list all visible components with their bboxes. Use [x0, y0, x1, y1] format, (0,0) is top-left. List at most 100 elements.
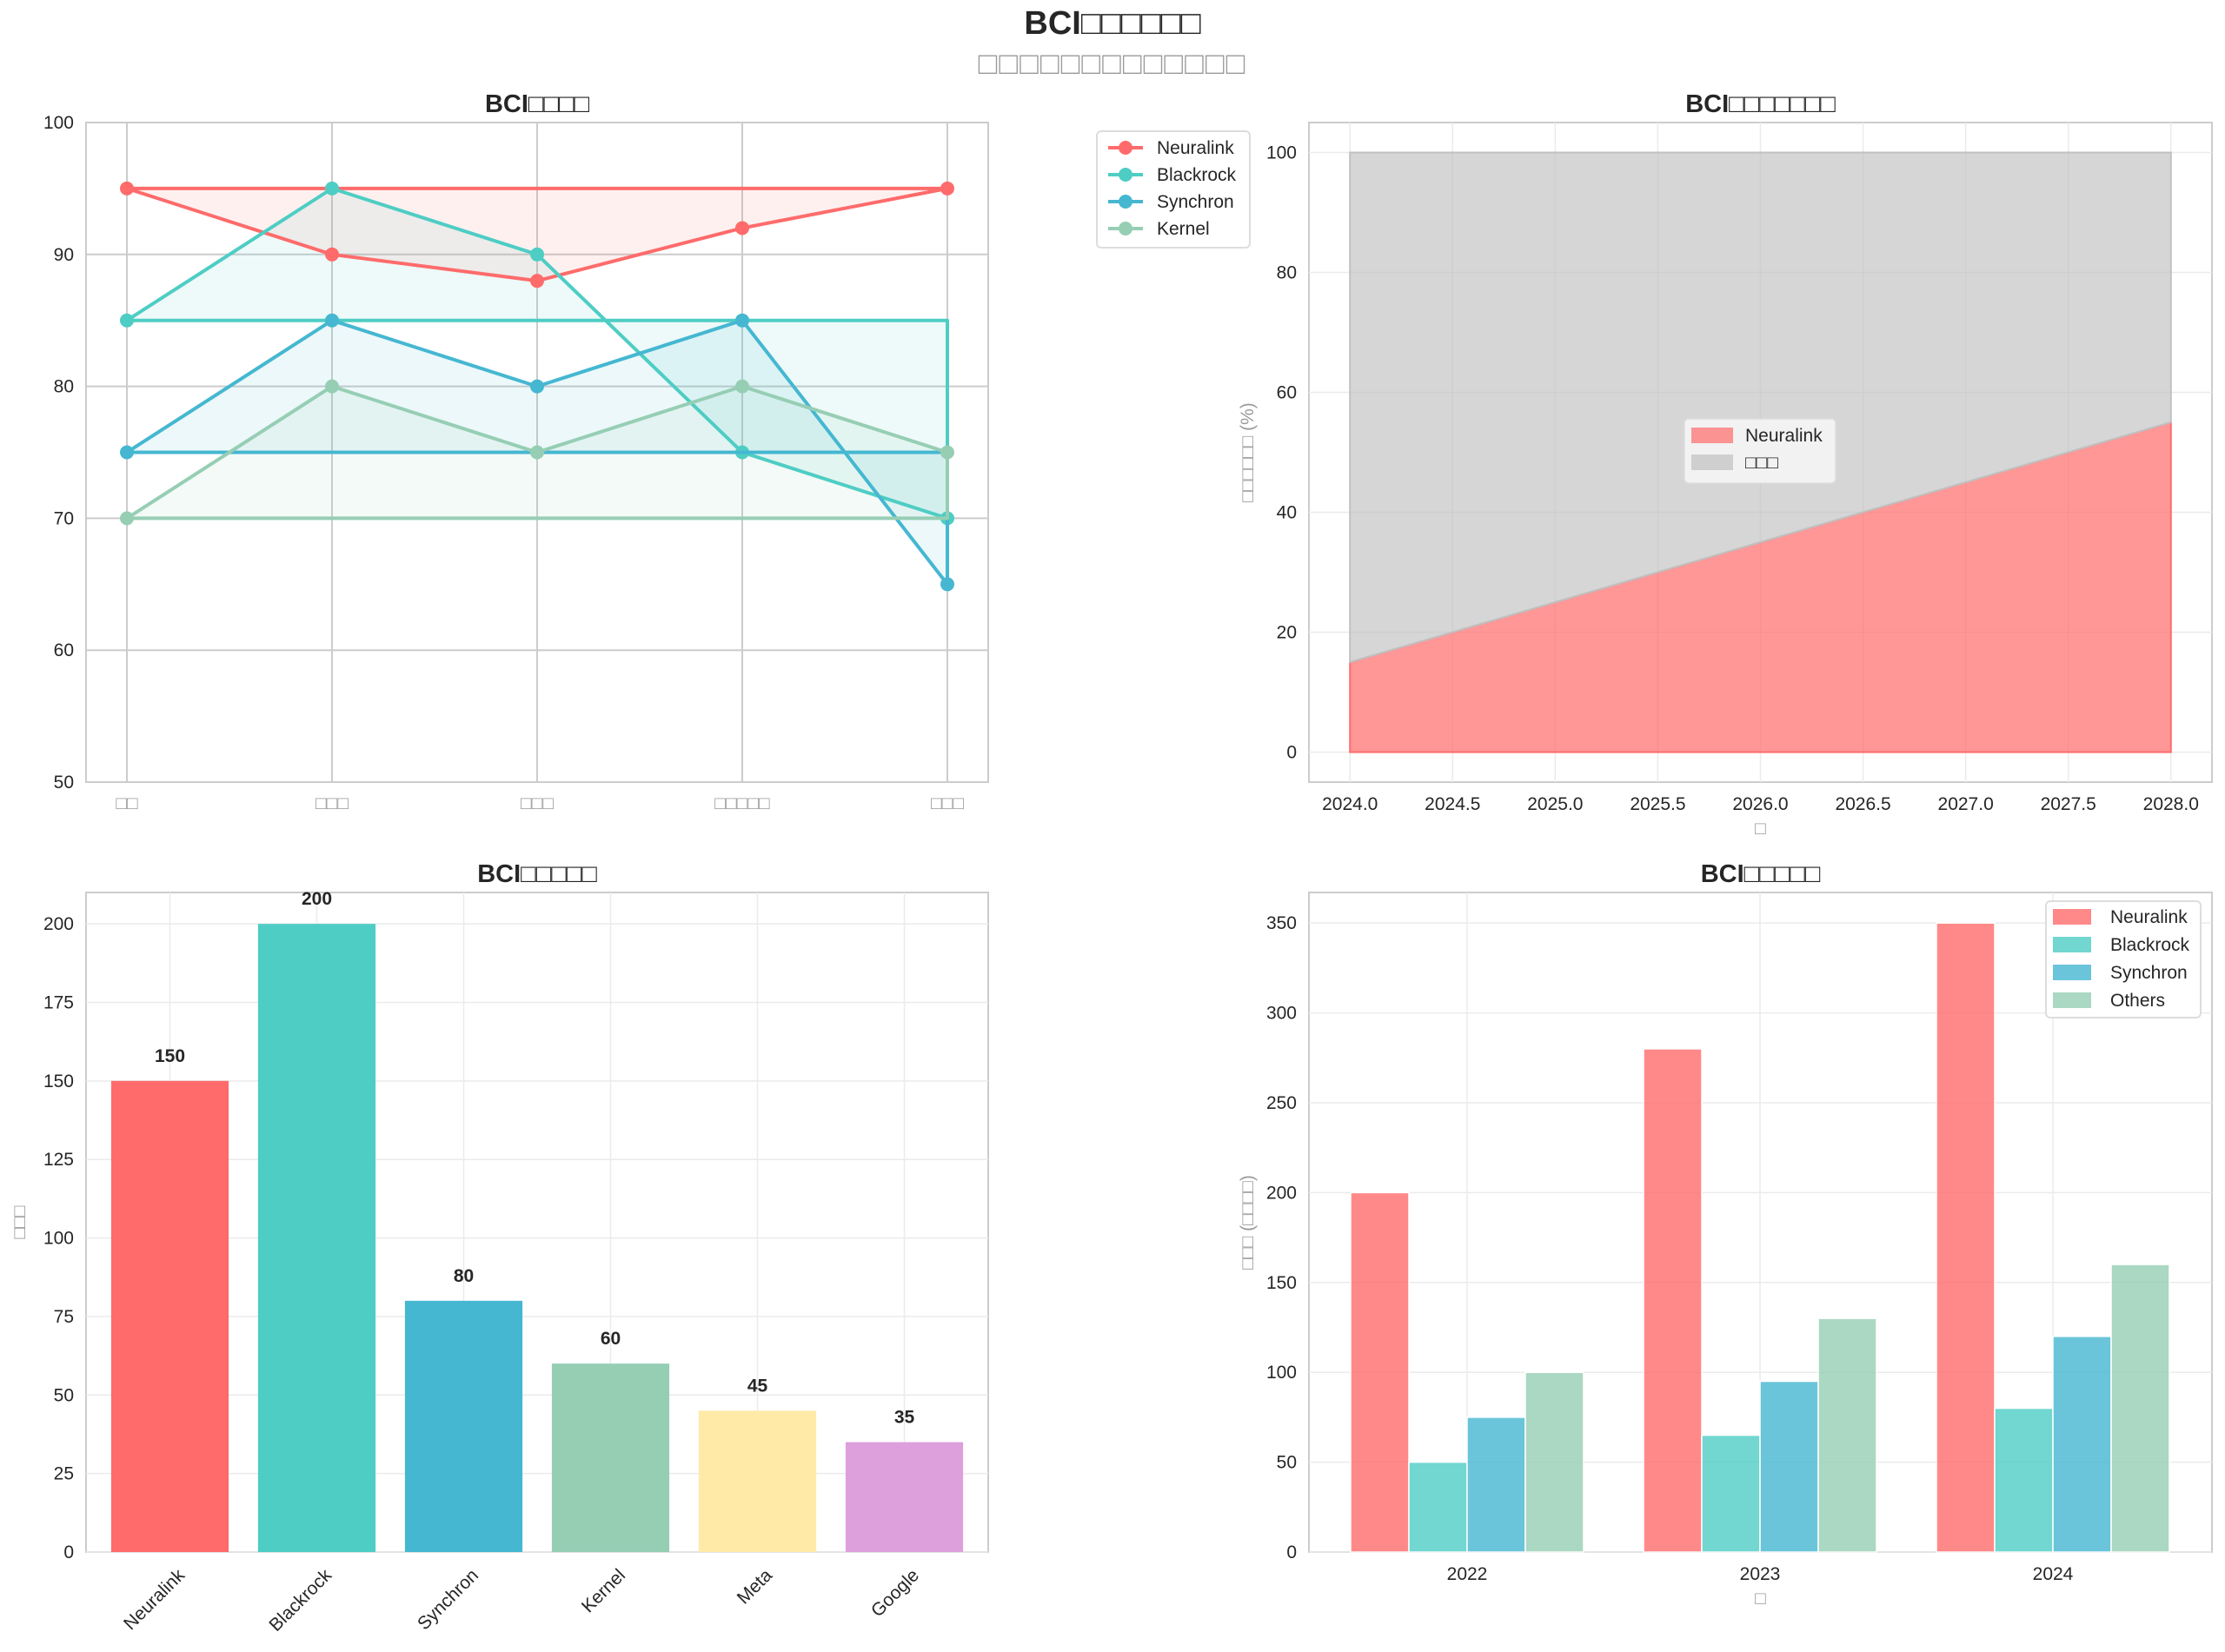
share-ytick-label: 100	[1266, 143, 1297, 163]
legend-marker-icon	[1119, 222, 1132, 236]
investment-ytick-label: 150	[1266, 1273, 1297, 1293]
patents-ytick-label: 100	[43, 1229, 74, 1249]
legend-swatch-icon	[1691, 454, 1733, 470]
patents-ytick-label: 50	[54, 1385, 74, 1405]
investment-ytick-label: 100	[1266, 1363, 1297, 1383]
radar-xtick-label: □□□	[521, 793, 554, 813]
share-xtick-label: 2024.5	[1425, 794, 1480, 814]
investment-ylabel: □□□ (□□□□)	[1238, 1175, 1258, 1270]
radar-point-kernel	[735, 379, 749, 394]
radar-point-synchron	[325, 313, 339, 328]
investment-legend-label: Blackrock	[2110, 935, 2190, 955]
patents-ytick-label: 150	[43, 1071, 74, 1091]
radar-ytick-label: 60	[54, 640, 74, 660]
share-legend-label: □□□	[1745, 453, 1778, 473]
patents-xtick-label: Kernel	[578, 1565, 629, 1616]
radar-point-synchron	[940, 577, 954, 592]
investment-chart: BCI□□□□□ 0 50 100 150 200 250 300 350 2022 2023 202…	[1238, 860, 2213, 1609]
investment-ytick-label: 0	[1286, 1543, 1297, 1562]
share-xtick-label: 2027.0	[1938, 794, 1994, 814]
radar-point-neuralink	[940, 181, 954, 196]
radar-point-synchron	[735, 313, 749, 328]
patents-xtick-label: Synchron	[414, 1565, 482, 1634]
patents-data-label: 80	[454, 1266, 474, 1286]
legend-swatch-icon	[2053, 937, 2091, 952]
radar-point-blackrock	[120, 313, 134, 328]
investment-bar-others	[1817, 1317, 1877, 1553]
investment-bar-others	[1524, 1371, 1584, 1553]
patents-ytick-label: 75	[54, 1307, 74, 1327]
patents-xtick-label: Blackrock	[265, 1565, 335, 1635]
radar-area-neuralink	[127, 188, 947, 282]
investment-bar-synchron	[1466, 1416, 1526, 1553]
share-legend: Neuralink □□□	[1684, 418, 1836, 484]
patents-data-label: 200	[302, 889, 332, 909]
patents-data-label: 150	[155, 1046, 185, 1066]
radar-point-blackrock	[530, 247, 544, 262]
share-xtick-label: 2027.5	[2041, 794, 2096, 814]
radar-point-kernel	[940, 445, 954, 460]
patents-xtick-label: Meta	[734, 1565, 777, 1609]
share-ytick-label: 80	[1277, 263, 1297, 283]
patents-title: BCI□□□□□	[477, 860, 597, 888]
share-xtick-label: 2025.5	[1630, 794, 1685, 814]
investment-ytick-label: 50	[1277, 1453, 1297, 1473]
patents-xtick-label: Google	[867, 1565, 923, 1621]
patents-bar-meta	[698, 1410, 817, 1552]
share-area-others	[1349, 151, 2172, 664]
radar-legend-label: Kernel	[1157, 219, 1210, 239]
radar-legend-label: Blackrock	[1157, 165, 1237, 185]
patents-ytick-label: 125	[43, 1150, 74, 1170]
share-ytick-label: 20	[1277, 623, 1297, 643]
radar-point-blackrock	[325, 181, 339, 196]
legend-swatch-icon	[1691, 428, 1733, 443]
share-chart: BCI□□□□□□□ 2024.0 2024.5 2025.0 2025.5 2026.0…	[1238, 90, 2213, 839]
radar-legend-label: Neuralink	[1157, 138, 1234, 158]
legend-marker-icon	[1119, 168, 1132, 182]
patents-data-label: 35	[894, 1408, 915, 1428]
share-ylabel: □□□□□□ (%)	[1238, 402, 1258, 502]
share-ytick-label: 60	[1277, 383, 1297, 403]
radar-area-blackrock	[127, 188, 947, 519]
radar-point-neuralink	[325, 247, 339, 262]
radar-point-synchron	[530, 379, 544, 394]
investment-xlabel: □	[1755, 1589, 1766, 1609]
investment-bar-neuralink	[1350, 1191, 1410, 1553]
patents-chart: BCI□□□□□ 0 25 50 75 100 125 150 175 200 150 Neurali…	[10, 860, 989, 1635]
share-title: BCI□□□□□□□	[1685, 90, 1836, 118]
investment-bar-blackrock	[1701, 1434, 1761, 1553]
radar-legend-box	[1096, 130, 1251, 249]
investment-ytick-label: 300	[1266, 1004, 1297, 1024]
investment-xtick-label: 2022	[1447, 1564, 1488, 1584]
radar-legend: Neuralink Blackrock Synchron Kernel	[1096, 130, 1251, 249]
investment-legend-box	[2045, 900, 2202, 1018]
patents-bar-synchron	[404, 1300, 523, 1552]
investment-ytick-label: 200	[1266, 1183, 1297, 1203]
share-xtick-label: 2028.0	[2143, 794, 2199, 814]
radar-line-neuralink	[126, 186, 949, 283]
patents-ytick-label: 0	[63, 1543, 74, 1562]
legend-swatch-icon	[2053, 992, 2091, 1008]
investment-ytick-label: 250	[1266, 1093, 1297, 1113]
patents-xtick-label: Neuralink	[120, 1565, 189, 1634]
radar-point-synchron	[120, 445, 134, 460]
legend-marker-icon	[1119, 141, 1132, 155]
patents-ytick-label: 175	[43, 993, 74, 1013]
radar-point-neuralink	[120, 181, 134, 196]
radar-xtick-label: □□□	[315, 793, 349, 813]
investment-title: BCI□□□□□	[1701, 860, 1821, 888]
investment-bar-synchron	[2052, 1336, 2112, 1553]
share-xtick-label: 2026.5	[1835, 794, 1890, 814]
investment-legend-label: Synchron	[2110, 963, 2188, 983]
investment-bar-others	[2110, 1264, 2170, 1553]
patents-ytick-label: 25	[54, 1464, 74, 1484]
legend-swatch-icon	[2053, 909, 2091, 925]
investment-legend-label: Neuralink	[2110, 907, 2188, 927]
radar-ytick-label: 70	[54, 508, 74, 528]
radar-point-kernel	[325, 379, 339, 394]
share-legend-label: Neuralink	[1745, 426, 1823, 446]
investment-xtick-label: 2024	[2033, 1564, 2074, 1584]
share-ytick-label: 40	[1277, 503, 1297, 523]
